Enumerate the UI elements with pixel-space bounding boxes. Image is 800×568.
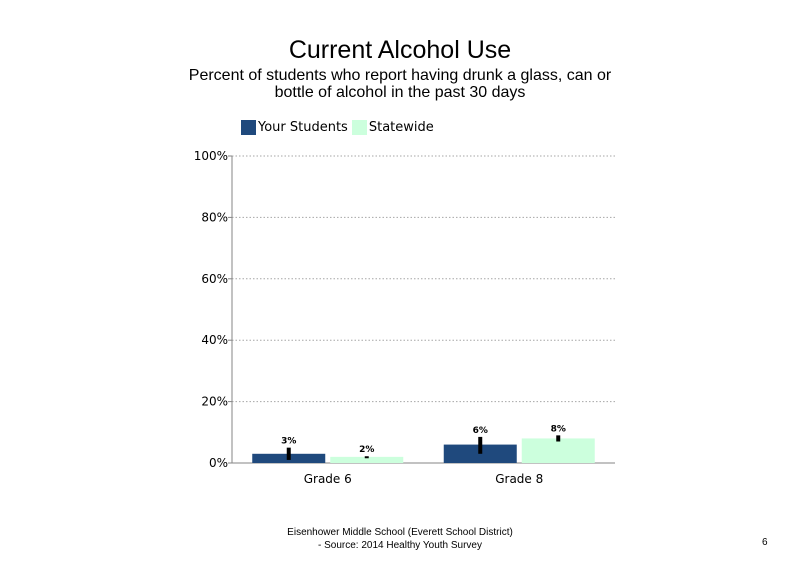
error-bar-statewide-grade-8 — [556, 435, 561, 442]
page-number: 6 — [762, 537, 768, 548]
error-bar-your-students-grade-6 — [286, 447, 291, 460]
legend-item-statewide: Statewide — [351, 119, 434, 135]
legend-label-your-students: Your Students — [258, 119, 348, 135]
footer-source: - Source: 2014 Healthy Youth Survey — [318, 540, 482, 551]
y-tick-label: 40% — [201, 333, 228, 347]
legend: Your Students Statewide — [241, 118, 438, 136]
data-label-your-students-grade-8: 6% — [473, 426, 488, 436]
bar-statewide-grade-8 — [521, 438, 595, 463]
error-bar-your-students-grade-8 — [478, 436, 483, 454]
bar-statewide-grade-6 — [330, 456, 404, 463]
chart-subtitle: Percent of students who report having dr… — [188, 67, 612, 101]
legend-item-your-students: Your Students — [241, 119, 348, 135]
legend-label-statewide: Statewide — [368, 119, 434, 135]
footer-school: Eisenhower Middle School (Everett School… — [287, 527, 513, 538]
y-tick-label: 100% — [194, 149, 228, 163]
y-tick-label: 60% — [201, 272, 228, 286]
data-label-your-students-grade-6: 3% — [281, 437, 296, 447]
data-label-statewide-grade-8: 8% — [551, 424, 566, 434]
legend-swatch-your-students — [241, 119, 256, 135]
legend-swatch-statewide — [351, 119, 367, 135]
chart-title: Current Alcohol Use — [288, 36, 512, 64]
y-tick-label: 80% — [201, 210, 228, 224]
data-label-statewide-grade-6: 2% — [359, 445, 374, 455]
y-tick-label: 20% — [201, 395, 228, 409]
y-tick-label: 0% — [209, 456, 228, 470]
error-bar-statewide-grade-6 — [364, 456, 369, 459]
footer: Eisenhower Middle School (Everett School… — [250, 526, 550, 552]
category-label-grade-6: Grade 6 — [304, 472, 352, 486]
category-label-grade-8: Grade 8 — [495, 472, 543, 486]
